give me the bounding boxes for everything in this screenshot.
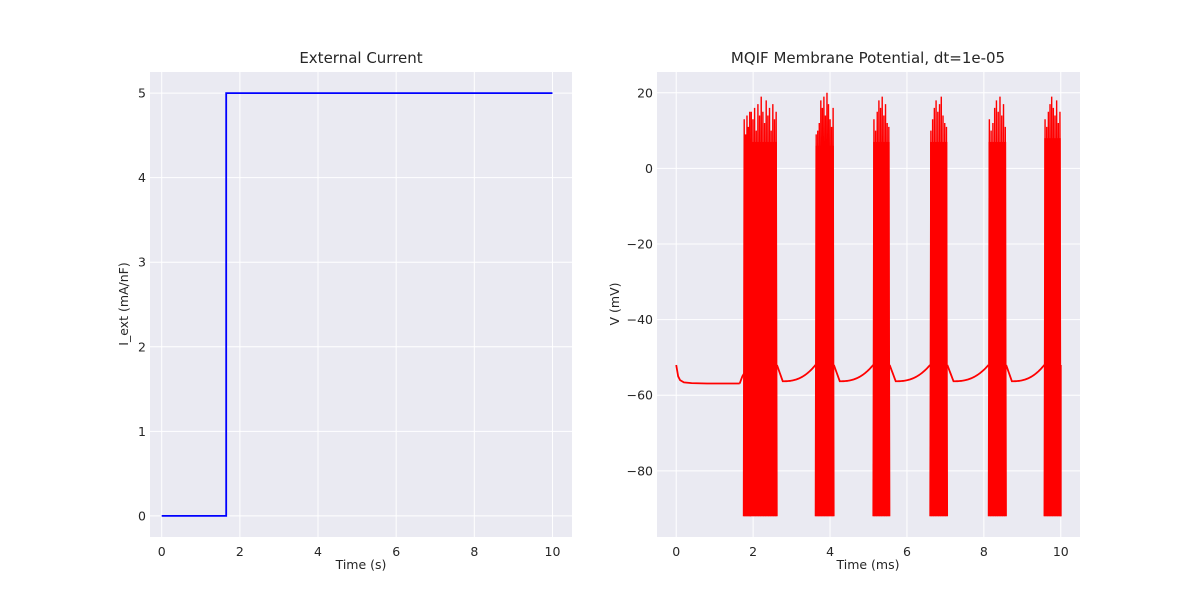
current-y-tick-label: 1 [138,424,146,439]
voltage-y-tick-label: 0 [645,161,653,176]
current-x-tick-label: 8 [470,544,478,559]
current-y-tick-label: 4 [138,170,146,185]
current-x-tick-label: 0 [158,544,166,559]
voltage-recovery [1005,364,1045,383]
voltage-xlabel: Time (ms) [835,557,899,572]
voltage-recovery [833,364,874,383]
current-x-tick-label: 6 [392,544,400,559]
current-grid [150,72,572,537]
voltage-x-tick-label: 8 [980,544,988,559]
voltage-y-tick-label: −20 [627,237,653,252]
voltage-spikes [749,96,778,517]
voltage-spikes [742,111,752,517]
current-y-tick-label: 0 [138,508,146,523]
voltage-recovery [888,364,931,383]
voltage-spikes [929,96,949,517]
current-line [161,92,553,517]
current-x-tick-label: 10 [545,544,561,559]
voltage-plot-area [657,72,1080,537]
voltage-spikes [814,92,835,517]
current-series [161,92,553,517]
voltage-title: MQIF Membrane Potential, dt=1e-05 [731,49,1005,67]
voltage-recovery [946,364,990,383]
voltage-series [675,92,1062,517]
voltage-y-tick-label: 20 [637,85,653,100]
voltage-x-tick-label: 6 [903,544,911,559]
current-ticks: 0 2 4 6 8 10 0 1 2 3 4 5 [138,86,560,559]
current-y-tick-label: 5 [138,86,146,101]
current-y-tick-label: 2 [138,339,146,354]
current-x-tick-label: 4 [314,544,322,559]
voltage-x-tick-label: 4 [826,544,834,559]
current-title: External Current [299,49,422,67]
current-ylabel: I_ext (mA/nF) [116,262,131,345]
voltage-spikes [1043,96,1062,517]
voltage-recovery [776,364,817,383]
voltage-baseline [675,364,740,385]
voltage-spikes [872,96,891,517]
voltage-x-tick-label: 0 [672,544,680,559]
voltage-x-tick-label: 10 [1053,544,1069,559]
current-x-tick-label: 2 [236,544,244,559]
current-xlabel: Time (s) [335,557,387,572]
voltage-x-tick-label: 2 [749,544,757,559]
voltage-y-tick-label: −40 [627,312,653,327]
voltage-y-tick-label: −60 [627,388,653,403]
voltage-spikes [987,96,1007,517]
current-plot-area [150,72,572,537]
voltage-ylabel: V (mV) [607,282,622,325]
voltage-subplot: 0 2 4 6 8 10 −80 −60 −40 −20 0 20 MQIF Membrane Pot… [607,49,1080,572]
voltage-y-tick-label: −80 [627,463,653,478]
voltage-ticks: 0 2 4 6 8 10 −80 −60 −40 −20 0 20 [627,85,1069,559]
current-y-tick-label: 3 [138,255,146,270]
